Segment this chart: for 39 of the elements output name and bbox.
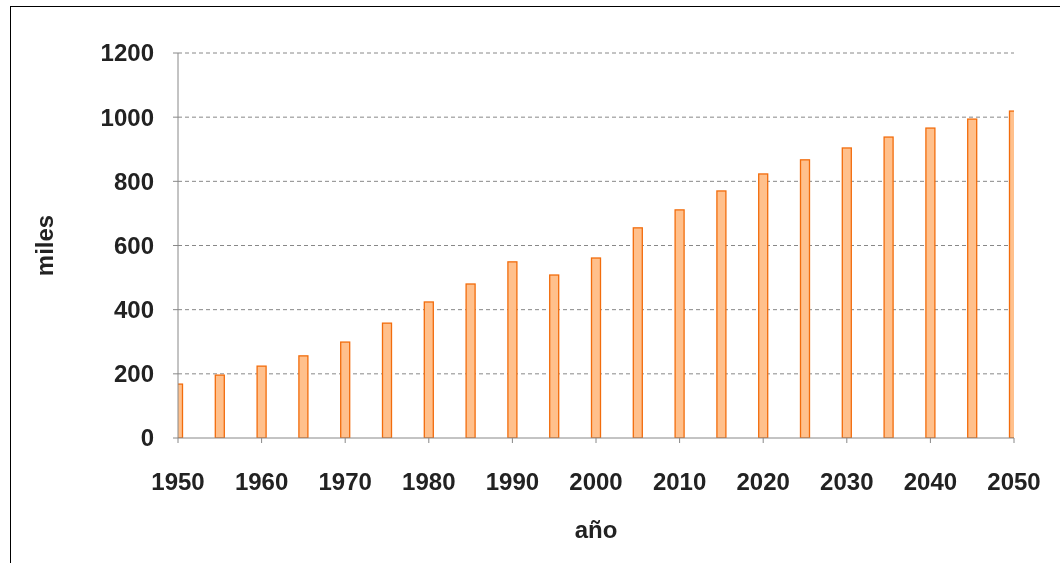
bar [423, 301, 434, 438]
bar [674, 209, 685, 438]
x-tick-label: 2030 [820, 468, 874, 495]
x-tick-label: 2040 [903, 468, 958, 495]
bar [799, 159, 811, 438]
y-tick-label: 400 [113, 296, 154, 324]
bar [298, 355, 309, 438]
y-axis-title: miles [31, 214, 58, 277]
x-tick-label: 1990 [485, 468, 540, 495]
bar [925, 127, 936, 438]
y-tick-label: 800 [113, 167, 154, 195]
x-tick-label: 2020 [736, 468, 790, 495]
x-tick-label: 2050 [987, 468, 1041, 495]
y-tick-label: 1200 [100, 39, 154, 67]
x-tick-label: 1980 [402, 468, 456, 495]
x-axis-title: año [574, 516, 618, 543]
bar [381, 322, 393, 438]
bar [340, 341, 351, 438]
x-tick-label: 2000 [569, 468, 623, 495]
bar [256, 365, 267, 438]
bar [465, 283, 476, 438]
x-tick-label: 1960 [234, 468, 289, 495]
bar [632, 227, 643, 438]
y-tick-label: 200 [113, 360, 154, 388]
y-tick-label: 1000 [100, 103, 154, 131]
y-tick-label: 0 [140, 424, 154, 452]
x-tick-label: 1970 [318, 468, 372, 495]
bar [507, 261, 518, 438]
bar [841, 147, 852, 438]
bar [883, 136, 894, 438]
bar [967, 118, 978, 438]
y-tick-label: 600 [113, 231, 154, 259]
bar [758, 173, 769, 438]
bar [549, 274, 560, 438]
bar [590, 257, 602, 438]
bar [214, 374, 225, 438]
x-tick-label: 1950 [151, 468, 205, 495]
bar [716, 190, 727, 438]
x-tick-label: 2010 [652, 468, 707, 495]
